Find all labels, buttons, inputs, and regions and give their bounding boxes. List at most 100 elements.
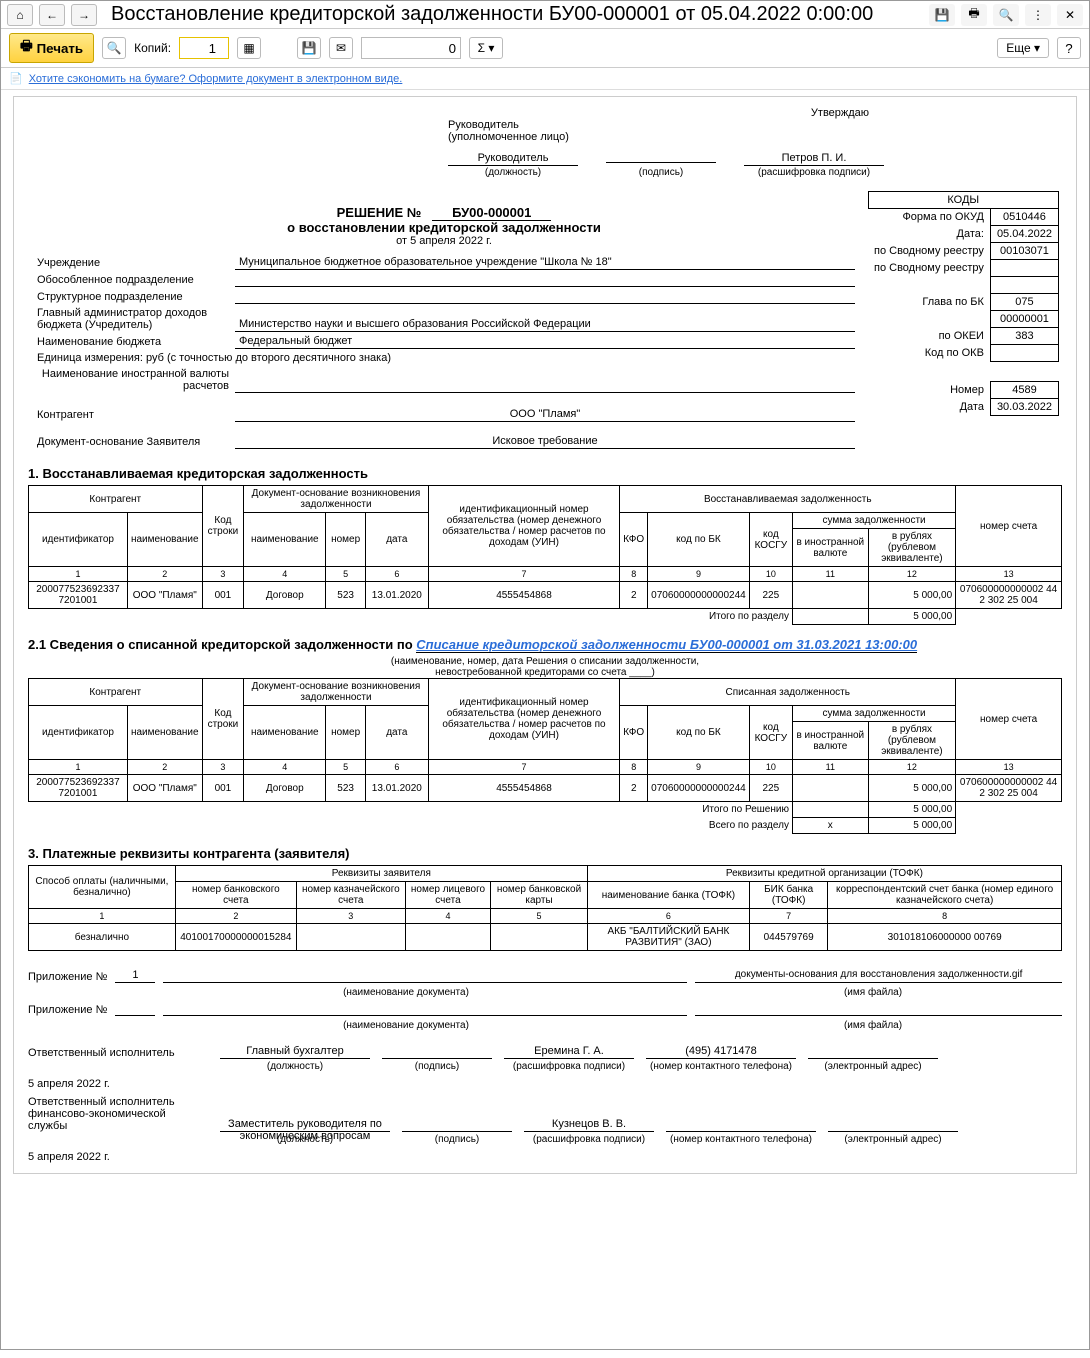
code-date-label: Дата: bbox=[868, 226, 990, 243]
basis-label: Документ-основание Заявителя bbox=[33, 434, 233, 449]
head-label: Руководитель bbox=[448, 119, 1062, 131]
fes-label: Ответственный исполнитель финансово-экон… bbox=[28, 1096, 208, 1132]
more-button[interactable]: Еще ▾ bbox=[997, 38, 1049, 58]
section21-table: Контрагент Код строки Документ-основание… bbox=[28, 678, 1062, 834]
budget-code: 00000001 bbox=[990, 311, 1058, 328]
section3-table: Способ оплаты (наличными, безналично) Ре… bbox=[28, 865, 1062, 951]
copies-input[interactable] bbox=[179, 37, 229, 59]
forward-button[interactable]: → bbox=[71, 4, 97, 26]
basis-value: Исковое требование bbox=[235, 434, 855, 449]
approval-position: Руководитель bbox=[448, 152, 578, 166]
toolbar: 🖶 Печать 🔍 Копий: ▦ 💾 ✉ Σ ▾ Еще ▾ ? bbox=[1, 29, 1089, 68]
executor-phone: (495) 4171478 bbox=[646, 1045, 796, 1059]
appendix2-label: Приложение № bbox=[28, 1004, 107, 1016]
subdiv-label: Обособленное подразделение bbox=[33, 272, 233, 287]
approve-label: Утверждаю bbox=[618, 107, 1062, 119]
appendix1-file: документы-основания для восстановления з… bbox=[695, 969, 1062, 983]
appendix2-doc bbox=[163, 1002, 687, 1016]
section21-title: 2.1 Сведения о списанной кредиторской за… bbox=[28, 637, 1062, 652]
okei-value: 383 bbox=[990, 328, 1058, 345]
decision-date: от 5 апреля 2022 г. bbox=[396, 235, 492, 247]
executor-fio: Еремина Г. А. bbox=[504, 1045, 634, 1059]
struct-label: Структурное подразделение bbox=[33, 289, 233, 304]
preview-icon[interactable]: 🔍 bbox=[993, 4, 1019, 26]
sign-caption: (подпись) bbox=[639, 167, 683, 178]
titlebar: ⌂ ← → Восстановление кредиторской задолж… bbox=[1, 1, 1089, 29]
executor-position: Главный бухгалтер bbox=[220, 1045, 370, 1059]
counterparty-value: ООО "Пламя" bbox=[235, 407, 855, 422]
currency-value bbox=[235, 367, 855, 393]
window-title: Восстановление кредиторской задолженност… bbox=[111, 3, 923, 26]
subdiv-value bbox=[235, 272, 855, 287]
home-button[interactable]: ⌂ bbox=[7, 4, 33, 26]
okud-label: Форма по ОКУД bbox=[868, 209, 990, 226]
fes-sign bbox=[402, 1118, 512, 1132]
position-caption: (должность) bbox=[485, 167, 541, 178]
back-button[interactable]: ← bbox=[39, 4, 65, 26]
sigma-dropdown[interactable]: Σ ▾ bbox=[469, 37, 503, 59]
doc-num-label: Номер bbox=[868, 382, 990, 399]
appendix2-num bbox=[115, 1002, 155, 1016]
section21-link[interactable]: Списание кредиторской задолженности БУ00… bbox=[416, 637, 917, 653]
okv-label: Код по ОКВ bbox=[868, 345, 990, 362]
table-row: 200077523692337 7201001ООО "Пламя"001 До… bbox=[29, 582, 1062, 609]
authorized-label: (уполномоченное лицо) bbox=[448, 131, 1062, 143]
budget-label: Наименование бюджета bbox=[33, 334, 233, 349]
document-page: Утверждаю Руководитель (уполномоченное л… bbox=[13, 96, 1077, 1174]
e-doc-hint-link[interactable]: Хотите сэкономить на бумаге? Оформите до… bbox=[29, 73, 403, 85]
appendix-doc-caption: (наименование документа) bbox=[136, 987, 676, 998]
executor-email bbox=[808, 1045, 938, 1059]
unit-label: Единица измерения: руб (с точностью до в… bbox=[33, 351, 855, 365]
number-input[interactable] bbox=[361, 37, 461, 59]
table-icon[interactable]: ▦ bbox=[237, 37, 261, 59]
section21-note2: невостребованной кредиторами со счета __… bbox=[28, 667, 1062, 678]
code-date-value: 05.04.2022 bbox=[990, 226, 1058, 243]
zoom-icon[interactable]: 🔍 bbox=[102, 37, 126, 59]
doc-date-value: 30.03.2022 bbox=[990, 399, 1058, 416]
struct-value bbox=[235, 289, 855, 304]
doc-num-value: 4589 bbox=[990, 382, 1058, 399]
print-label: Печать bbox=[37, 41, 84, 56]
svod1-value: 00103071 bbox=[990, 243, 1058, 260]
menu-dots-icon[interactable]: ⋮ bbox=[1025, 4, 1051, 26]
appendix1-num: 1 bbox=[115, 969, 155, 983]
okud-value: 0510446 bbox=[990, 209, 1058, 226]
decision-title-prefix: РЕШЕНИЕ № bbox=[337, 205, 422, 220]
decision-number: БУ00-000001 bbox=[432, 205, 551, 221]
counterparty-label: Контрагент bbox=[33, 407, 233, 422]
glava-label: Глава по БК bbox=[868, 294, 990, 311]
table-row: 200077523692337 7201001ООО "Пламя"001 До… bbox=[29, 775, 1062, 802]
appendix-file-caption: (имя файла) bbox=[684, 987, 1062, 998]
currency-label: Наименование иностранной валюты расчетов bbox=[33, 367, 233, 393]
codes-box: КОДЫ Форма по ОКУД0510446 Дата:05.04.202… bbox=[861, 191, 1059, 416]
document-viewport[interactable]: Утверждаю Руководитель (уполномоченное л… bbox=[1, 89, 1089, 1349]
section3-title: 3. Платежные реквизиты контрагента (заяв… bbox=[28, 846, 1062, 861]
appendix1-doc bbox=[163, 969, 687, 983]
admin-value: Министерство науки и высшего образования… bbox=[235, 306, 855, 332]
approval-sign bbox=[606, 149, 716, 163]
close-icon[interactable]: ✕ bbox=[1057, 4, 1083, 26]
save-toolbar-icon[interactable]: 💾 bbox=[297, 37, 321, 59]
copies-label: Копий: bbox=[134, 41, 171, 55]
appendix1-label: Приложение № bbox=[28, 971, 107, 983]
save-icon[interactable]: 💾 bbox=[929, 4, 955, 26]
section21-note1: (наименование, номер, дата Решения о спи… bbox=[28, 656, 1062, 667]
fio-caption: (расшифровка подписи) bbox=[758, 167, 870, 178]
sign-date2: 5 апреля 2022 г. bbox=[28, 1151, 1062, 1163]
approval-fio: Петров П. И. bbox=[744, 152, 884, 166]
svod2-value bbox=[990, 260, 1058, 277]
mail-icon[interactable]: ✉ bbox=[329, 37, 353, 59]
print-icon[interactable]: 🖶 bbox=[961, 4, 987, 26]
section1-title: 1. Восстанавливаемая кредиторская задолж… bbox=[28, 466, 1062, 481]
section1-table: Контрагент Код строки Документ-основание… bbox=[28, 485, 1062, 625]
budget-value: Федеральный бюджет bbox=[235, 334, 855, 349]
printer-icon: 🖶 bbox=[20, 37, 33, 59]
help-button[interactable]: ? bbox=[1057, 37, 1081, 59]
sign-date1: 5 апреля 2022 г. bbox=[28, 1078, 1062, 1090]
codes-header: КОДЫ bbox=[868, 192, 1058, 209]
org-label: Учреждение bbox=[33, 255, 233, 270]
org-value: Муниципальное бюджетное образовательное … bbox=[235, 255, 855, 270]
doc-icon: 📄 bbox=[9, 72, 23, 85]
print-button[interactable]: 🖶 Печать bbox=[9, 33, 94, 63]
appendix2-file bbox=[695, 1002, 1062, 1016]
